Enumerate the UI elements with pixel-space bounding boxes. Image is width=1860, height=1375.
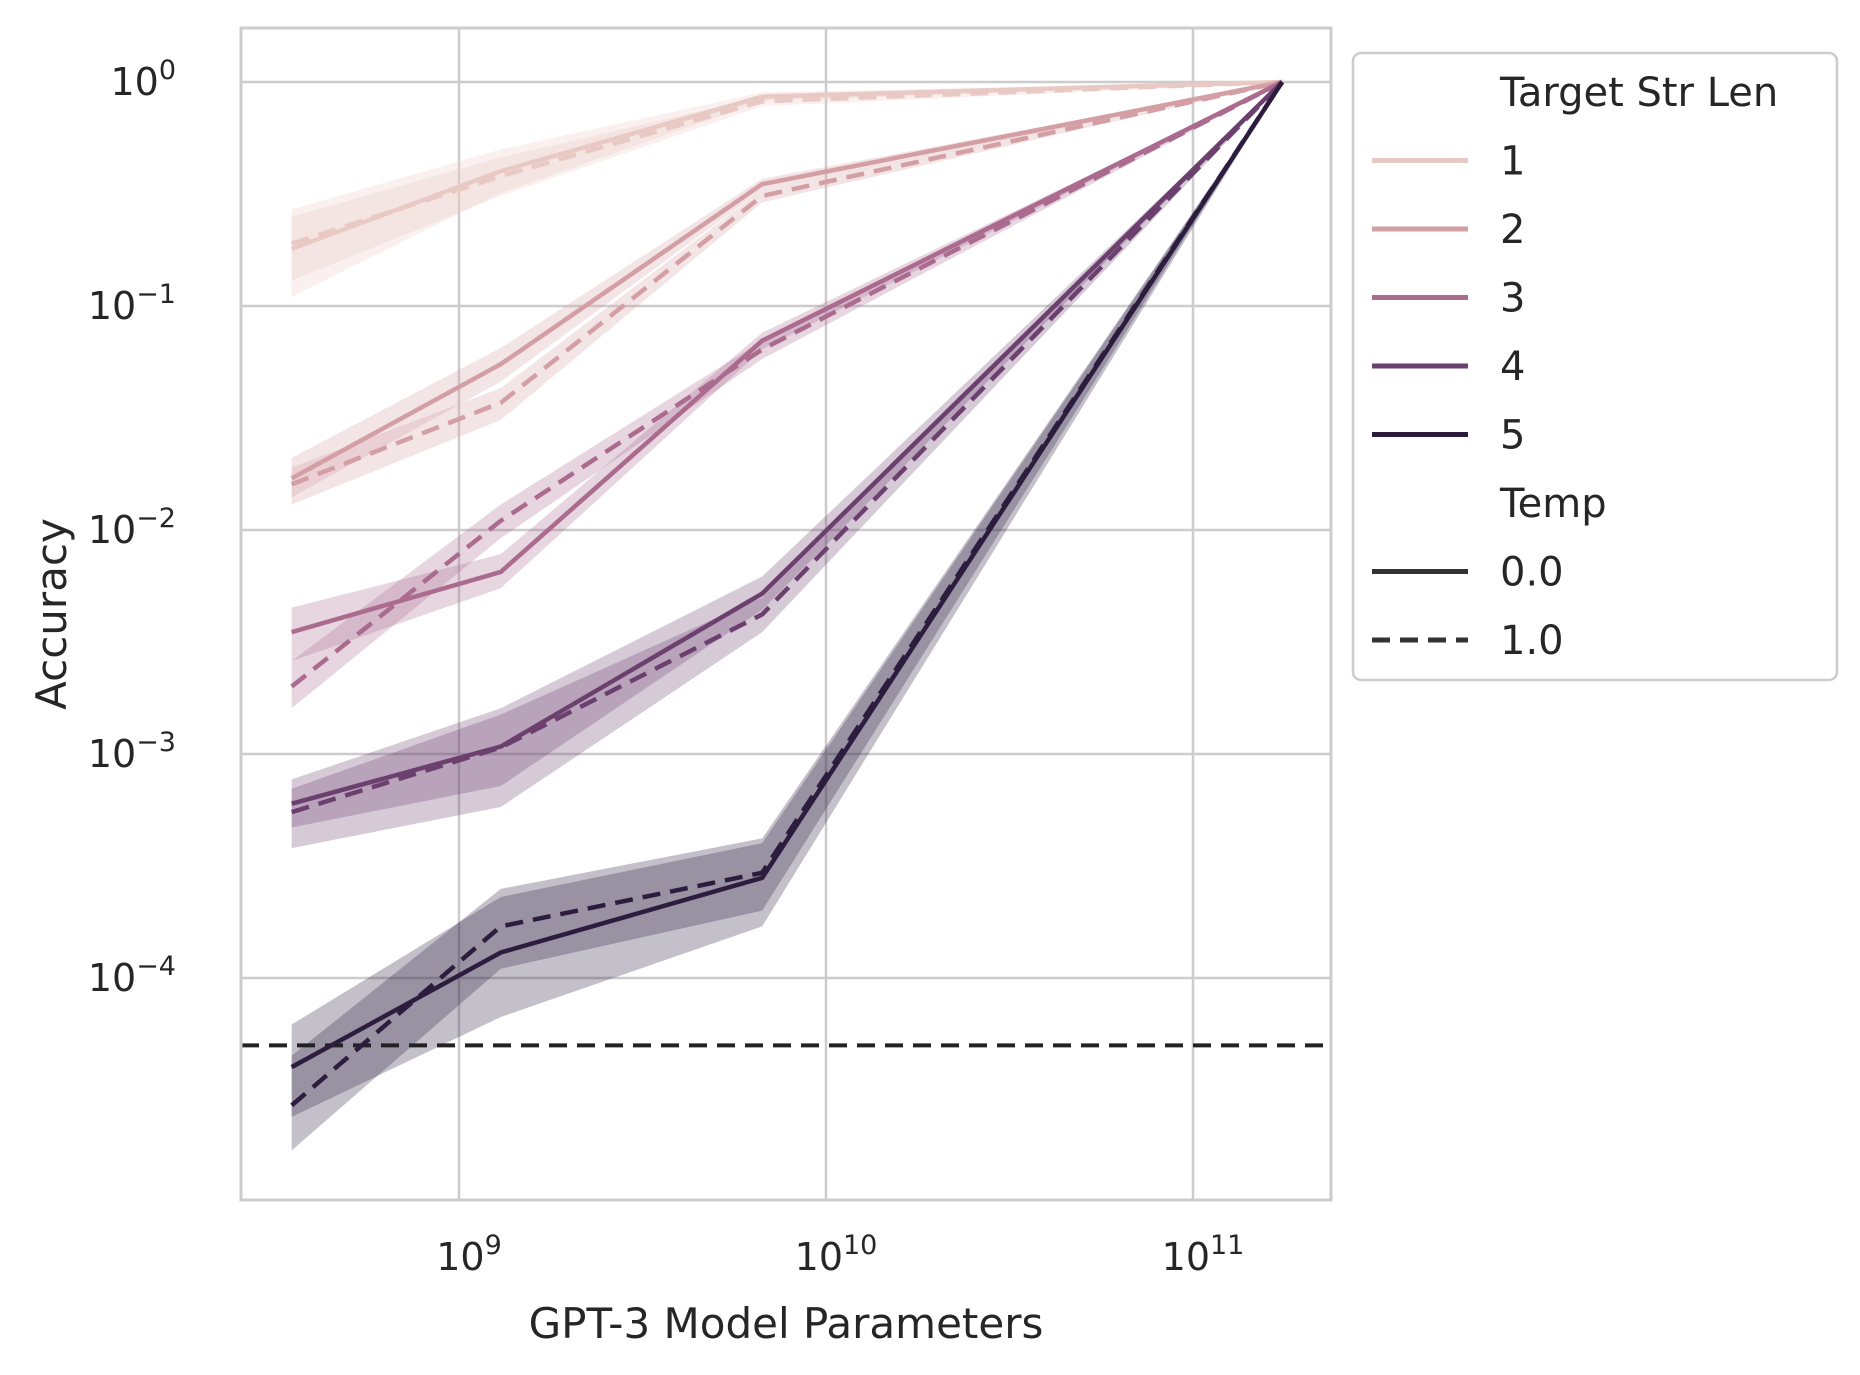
legend-hue-title: Target Str Len	[1499, 70, 1778, 116]
legend: Target Str Len 1 2 3 4 5 Temp 0.0 1.0	[1351, 51, 1839, 682]
x-tick-label-1-base: 10	[795, 1235, 843, 1279]
y-tick-label-3-base: 10	[88, 732, 136, 776]
y-tick-label-2: 10−2	[88, 503, 176, 552]
y-tick-label-3-exponent: −3	[136, 727, 176, 758]
legend-label-len3: 3	[1500, 276, 1525, 322]
x-axis-title: GPT-3 Model Parameters	[529, 1299, 1044, 1348]
legend-label-temp0: 0.0	[1500, 550, 1564, 596]
legend-label-len1: 1	[1500, 139, 1525, 185]
grid-lines	[241, 28, 1331, 1200]
x-tick-label-2-base: 10	[1162, 1235, 1210, 1279]
y-tick-label-4: 10−4	[88, 951, 176, 1000]
y-tick-label-2-base: 10	[88, 508, 136, 552]
x-tick-labels: 109 1010 1011	[436, 1230, 1244, 1279]
ci-band-len5-temp1	[291, 82, 1283, 1151]
x-tick-label-0: 109	[436, 1230, 502, 1279]
x-tick-label-0-base: 10	[436, 1235, 484, 1279]
series-line-len4-temp0	[291, 80, 1284, 806]
y-tick-label-2-exponent: −2	[136, 503, 176, 534]
series-line-len3-temp0	[291, 79, 1284, 635]
ci-band-len4-temp0	[291, 82, 1283, 828]
series-line-len1-temp0	[290, 79, 1283, 251]
series-line-len3-temp1	[290, 79, 1284, 689]
y-axis-title: Accuracy	[27, 518, 76, 710]
legend-label-len5: 5	[1500, 413, 1525, 459]
legend-label-len2: 2	[1500, 207, 1525, 253]
y-tick-label-1: 10−1	[88, 279, 176, 328]
series-line-len2-temp1	[290, 79, 1283, 487]
y-tick-label-1-base: 10	[88, 284, 136, 328]
y-tick-label-3: 10−3	[88, 727, 176, 776]
series-lines	[290, 79, 1285, 1108]
series-line-len2-temp0	[290, 79, 1283, 481]
ci-band-len4-temp1	[291, 82, 1283, 849]
y-tick-label-0-exponent: 0	[159, 55, 176, 86]
y-tick-label-4-exponent: −4	[136, 951, 176, 982]
legend-entries: Target Str Len 1 2 3 4 5 Temp 0.0 1.0	[1372, 70, 1778, 664]
plot-area-frame	[239, 26, 1333, 1202]
series-line-len4-temp1	[291, 80, 1284, 815]
y-tick-label-0: 100	[110, 55, 176, 104]
ci-band-len1-temp0	[291, 82, 1283, 297]
series-line-len5-temp1	[290, 80, 1285, 1108]
legend-label-temp1: 1.0	[1500, 618, 1564, 664]
x-tick-label-2-exponent: 11	[1210, 1230, 1244, 1261]
legend-frame	[1351, 51, 1839, 682]
x-tick-label-1: 1010	[795, 1230, 878, 1279]
y-tick-label-1-exponent: −1	[136, 279, 176, 310]
y-tick-label-0-base: 10	[110, 60, 158, 104]
x-tick-label-1-exponent: 10	[843, 1230, 877, 1261]
y-tick-label-4-base: 10	[88, 956, 136, 1000]
x-tick-label-2: 1011	[1162, 1230, 1245, 1279]
legend-style-title: Temp	[1499, 481, 1607, 527]
ci-band-len2-temp1	[291, 82, 1283, 505]
x-tick-label-0-exponent: 9	[485, 1230, 502, 1261]
legend-label-len4: 4	[1500, 344, 1525, 390]
